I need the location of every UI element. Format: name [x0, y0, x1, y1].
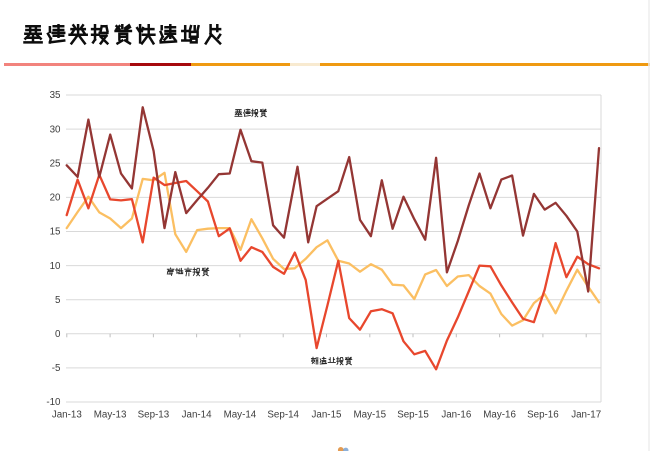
svg-text:May-15: May-15 [353, 410, 386, 421]
svg-text:Sep-13: Sep-13 [138, 410, 170, 421]
svg-text:15: 15 [50, 227, 61, 238]
svg-text:Sep-15: Sep-15 [397, 410, 429, 421]
svg-text:35: 35 [50, 90, 61, 101]
svg-text:May-14: May-14 [224, 410, 257, 421]
svg-text:May-16: May-16 [483, 410, 516, 421]
svg-text:Jan-15: Jan-15 [312, 410, 343, 421]
svg-text:Sep-16: Sep-16 [527, 410, 559, 421]
svg-text:May-13: May-13 [94, 410, 127, 421]
svg-text:Jan-16: Jan-16 [441, 410, 472, 421]
svg-text:Sep-14: Sep-14 [267, 410, 299, 421]
svg-text:0: 0 [55, 329, 61, 340]
svg-text:25: 25 [50, 158, 61, 169]
svg-text:Jan-17: Jan-17 [571, 410, 601, 421]
svg-text:-5: -5 [52, 363, 61, 374]
svg-text:20: 20 [50, 193, 61, 204]
svg-text:-10: -10 [46, 397, 61, 408]
svg-text:Jan-13: Jan-13 [52, 410, 83, 421]
svg-text:30: 30 [50, 124, 61, 135]
svg-text:Jan-14: Jan-14 [182, 410, 213, 421]
svg-text:5: 5 [55, 295, 61, 306]
svg-text:10: 10 [50, 261, 61, 272]
